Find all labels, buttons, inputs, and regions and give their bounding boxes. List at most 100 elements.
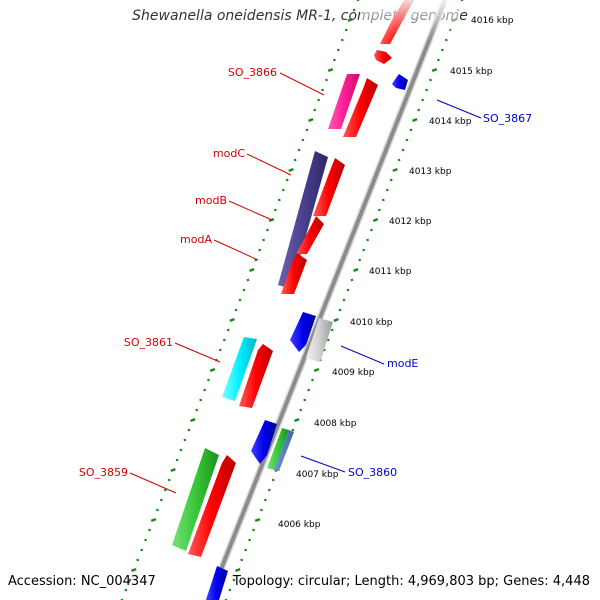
tick-mark	[288, 167, 294, 173]
scale-label: 4013 kbp	[409, 167, 452, 177]
gene-SO_3859-arrow	[188, 455, 236, 557]
tick-mark	[389, 178, 393, 182]
gene-SO_3860	[267, 428, 289, 470]
gene-arrow	[343, 78, 378, 137]
tick-mark	[392, 167, 398, 173]
accession-text: Accession: NC_004347	[8, 574, 156, 589]
tick-mark	[370, 228, 373, 232]
tick-mark	[285, 178, 289, 182]
scale-labels: 4016 kbp 4015 kbp 4014 kbp 4013 kbp 4012…	[278, 16, 514, 530]
gene-label: SO_3860	[348, 466, 397, 479]
tick-mark	[377, 208, 381, 212]
fade-overlay	[360, 0, 460, 40]
tick-mark	[183, 438, 187, 442]
tick-mark	[131, 567, 137, 573]
tick-mark	[235, 567, 241, 573]
tick-mark	[273, 208, 277, 212]
scale-label: 4009 kbp	[332, 368, 375, 378]
tick-mark	[271, 478, 275, 482]
gene-modB-arrow	[296, 216, 324, 254]
tick-mark	[199, 398, 203, 402]
tick-mark	[218, 348, 222, 352]
gene-SO_3861-arrow	[239, 344, 273, 408]
gene-modC	[278, 151, 328, 289]
tick-mark	[340, 38, 344, 42]
tick-mark	[187, 428, 191, 432]
tick-mark	[175, 458, 179, 462]
tick-mark	[291, 428, 295, 432]
tick-mark	[155, 508, 159, 512]
gene-label: SO_3861	[124, 336, 173, 349]
tick-mark	[293, 158, 297, 162]
tick-mark	[254, 517, 261, 523]
genome-summary-text: Topology: circular; Length: 4,969,803 bp…	[232, 574, 590, 589]
scale-label: 4010 kbp	[350, 318, 393, 328]
tick-mark	[301, 138, 305, 142]
tick-mark	[305, 128, 309, 132]
tick-mark	[209, 367, 216, 373]
gene-label: SO_3866	[228, 66, 277, 79]
tick-mark	[358, 258, 362, 262]
tick-mark	[366, 238, 370, 242]
tick-mark	[346, 288, 350, 292]
gene-label: modA	[180, 233, 212, 246]
gene-label: SO_3859	[79, 466, 128, 479]
tick-mark	[222, 338, 226, 342]
scale-label: 4007 kbp	[296, 470, 339, 480]
gene-SO_3860-blue	[251, 420, 277, 464]
gene-arrow	[374, 50, 392, 64]
gene-label: modE	[387, 357, 418, 370]
tick-mark	[344, 28, 348, 32]
tick-mark	[313, 108, 317, 112]
scale-label: 4006 kbp	[278, 520, 321, 530]
tick-mark	[350, 278, 354, 282]
tick-mark	[362, 248, 366, 252]
tick-mark	[352, 8, 356, 12]
gene-SO_3866	[328, 74, 360, 129]
tick-mark	[228, 588, 232, 592]
tick-mark	[421, 98, 425, 102]
tick-mark	[244, 548, 248, 552]
tick-mark	[277, 198, 281, 202]
scale-label: 4012 kbp	[389, 217, 432, 227]
tick-mark	[263, 498, 267, 502]
tick-mark	[299, 408, 303, 412]
tick-mark	[249, 267, 255, 273]
tick-mark	[313, 367, 320, 373]
tick-mark	[417, 108, 421, 112]
tick-mark	[294, 417, 300, 423]
tick-mark	[242, 288, 246, 292]
tick-mark	[397, 158, 401, 162]
tick-mark	[327, 67, 334, 73]
tick-mark	[336, 48, 340, 52]
tick-mark	[409, 128, 413, 132]
gene-modE-blue	[290, 312, 316, 352]
tick-mark	[136, 558, 140, 562]
tick-mark	[238, 298, 242, 302]
tick-mark	[425, 88, 429, 92]
scale-label: 4008 kbp	[314, 419, 357, 429]
tick-mark	[179, 448, 183, 452]
tick-mark	[429, 78, 432, 82]
tick-mark	[226, 328, 230, 332]
scale-label: 4015 kbp	[450, 67, 493, 77]
gene-label: SO_3867	[483, 112, 532, 125]
tick-mark	[317, 98, 321, 102]
tick-mark	[307, 388, 311, 392]
tick-mark	[431, 67, 438, 73]
tick-mark	[203, 388, 207, 392]
tick-mark	[412, 117, 418, 123]
tick-mark	[401, 148, 405, 152]
tick-mark	[266, 228, 269, 232]
gene-label: modC	[213, 147, 245, 160]
tick-mark	[246, 278, 250, 282]
tick-mark	[405, 138, 409, 142]
label-leaders	[129, 72, 482, 494]
tick-mark	[321, 88, 325, 92]
gene-SO_3861	[222, 337, 257, 401]
tick-mark	[163, 488, 167, 492]
tick-mark	[140, 548, 144, 552]
tick-mark	[229, 317, 235, 323]
gene-label: modB	[195, 194, 227, 207]
